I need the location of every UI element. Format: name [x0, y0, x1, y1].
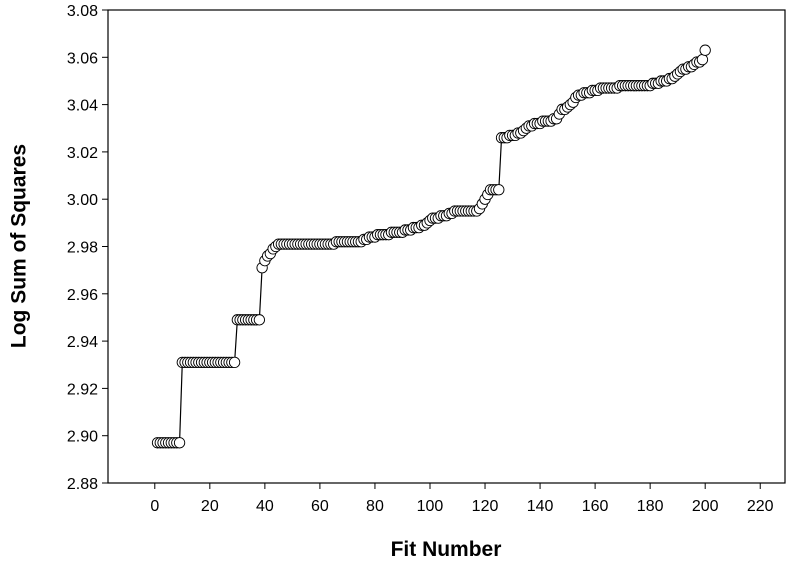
y-tick-label: 2.98 — [67, 240, 98, 257]
y-tick-label: 2.88 — [67, 476, 98, 493]
series-line — [157, 50, 706, 444]
y-tick-label: 2.96 — [67, 287, 98, 304]
x-tick-label: 60 — [311, 498, 329, 515]
x-tick-label: 200 — [692, 498, 719, 515]
x-tick-label: 20 — [201, 498, 219, 515]
x-tick-label: 140 — [527, 498, 554, 515]
y-tick-label: 3.00 — [67, 192, 98, 209]
x-axis-title: Fit Number — [391, 538, 502, 561]
data-point — [493, 184, 505, 196]
x-tick-label: 0 — [150, 498, 159, 515]
data-point — [696, 54, 709, 66]
y-tick-label: 2.94 — [67, 334, 98, 351]
x-tick-label: 100 — [417, 498, 444, 515]
y-tick-label: 2.92 — [67, 381, 98, 398]
x-tick-label: 40 — [256, 498, 274, 515]
y-tick-label: 3.06 — [67, 50, 98, 67]
x-tick-label: 120 — [472, 498, 499, 515]
data-point — [699, 44, 711, 56]
y-tick-label: 3.04 — [67, 98, 98, 115]
plot-frame — [107, 9, 786, 484]
y-tick-label: 2.90 — [67, 429, 98, 446]
y-axis-title: Log Sum of Squares — [8, 144, 31, 348]
data-point — [253, 314, 266, 326]
y-tick-label: 3.08 — [67, 3, 98, 20]
y-tick-label: 3.02 — [67, 145, 98, 162]
x-tick-label: 160 — [582, 498, 609, 515]
x-tick-label: 180 — [637, 498, 664, 515]
data-point — [173, 437, 186, 449]
x-tick-label: 80 — [366, 498, 384, 515]
x-tick-label: 220 — [747, 498, 774, 515]
data-point — [228, 356, 241, 369]
